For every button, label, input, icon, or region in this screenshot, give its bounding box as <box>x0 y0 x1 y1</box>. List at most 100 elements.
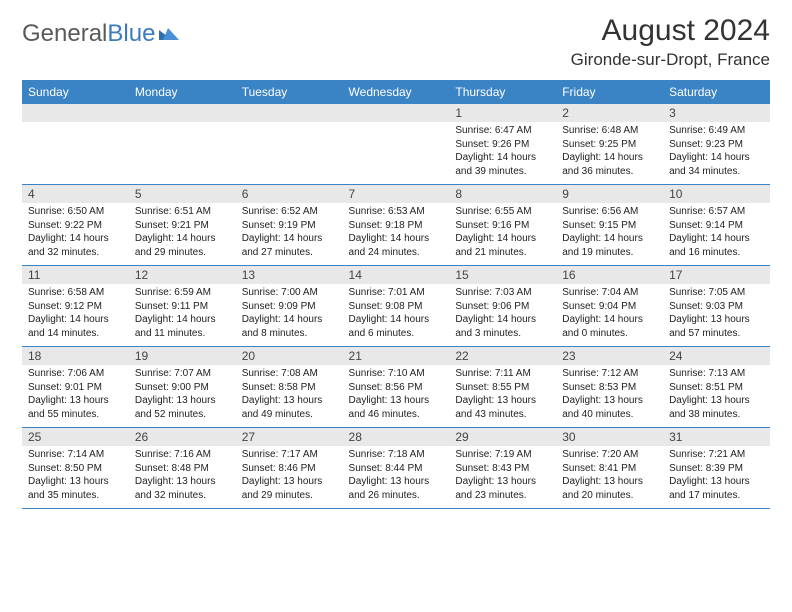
calendar-week-row: 18Sunrise: 7:06 AMSunset: 9:01 PMDayligh… <box>22 347 770 428</box>
day-content-line: Sunrise: 7:14 AM <box>28 448 123 462</box>
day-content: Sunrise: 7:18 AMSunset: 8:44 PMDaylight:… <box>343 446 450 508</box>
calendar-day-cell: 12Sunrise: 6:59 AMSunset: 9:11 PMDayligh… <box>129 266 236 347</box>
day-content-line: Sunrise: 7:10 AM <box>349 367 444 381</box>
calendar-day-cell: 25Sunrise: 7:14 AMSunset: 8:50 PMDayligh… <box>22 428 129 509</box>
brand-mark-icon <box>159 24 179 44</box>
day-number: 19 <box>129 347 236 365</box>
day-content-line: Sunset: 8:41 PM <box>562 462 657 476</box>
day-number: 26 <box>129 428 236 446</box>
calendar-day-cell: 5Sunrise: 6:51 AMSunset: 9:21 PMDaylight… <box>129 185 236 266</box>
day-content-line: Daylight: 13 hours and 40 minutes. <box>562 394 657 421</box>
day-content-line: Sunrise: 6:56 AM <box>562 205 657 219</box>
day-of-week-header: Tuesday <box>236 80 343 104</box>
day-content: Sunrise: 7:12 AMSunset: 8:53 PMDaylight:… <box>556 365 663 427</box>
calendar-day-cell: 10Sunrise: 6:57 AMSunset: 9:14 PMDayligh… <box>663 185 770 266</box>
day-content: Sunrise: 7:06 AMSunset: 9:01 PMDaylight:… <box>22 365 129 427</box>
brand-text: GeneralBlue <box>22 20 155 48</box>
calendar-day-cell: 7Sunrise: 6:53 AMSunset: 9:18 PMDaylight… <box>343 185 450 266</box>
day-content-line: Sunrise: 7:17 AM <box>242 448 337 462</box>
day-content-line: Sunrise: 6:48 AM <box>562 124 657 138</box>
day-number <box>22 104 129 122</box>
day-number: 9 <box>556 185 663 203</box>
calendar-day-cell: 13Sunrise: 7:00 AMSunset: 9:09 PMDayligh… <box>236 266 343 347</box>
brand-logo: GeneralBlue <box>22 20 179 48</box>
day-content-line: Sunset: 9:21 PM <box>135 219 230 233</box>
month-title: August 2024 <box>571 14 770 48</box>
day-content-line: Sunrise: 7:20 AM <box>562 448 657 462</box>
day-content-line: Sunset: 8:55 PM <box>455 381 550 395</box>
day-number: 3 <box>663 104 770 122</box>
day-content-line: Sunrise: 7:13 AM <box>669 367 764 381</box>
day-content-line: Sunrise: 7:18 AM <box>349 448 444 462</box>
day-content-line: Sunset: 9:08 PM <box>349 300 444 314</box>
day-number: 12 <box>129 266 236 284</box>
day-content-line: Daylight: 14 hours and 6 minutes. <box>349 313 444 340</box>
day-number: 10 <box>663 185 770 203</box>
day-content-line: Daylight: 13 hours and 57 minutes. <box>669 313 764 340</box>
calendar-day-cell: 15Sunrise: 7:03 AMSunset: 9:06 PMDayligh… <box>449 266 556 347</box>
calendar-day-cell <box>22 104 129 185</box>
day-content: Sunrise: 7:17 AMSunset: 8:46 PMDaylight:… <box>236 446 343 508</box>
day-content-line: Sunset: 9:03 PM <box>669 300 764 314</box>
header: GeneralBlue August 2024 Gironde-sur-Drop… <box>22 14 770 70</box>
day-content-line: Daylight: 14 hours and 3 minutes. <box>455 313 550 340</box>
day-content-line: Daylight: 14 hours and 27 minutes. <box>242 232 337 259</box>
day-of-week-header: Saturday <box>663 80 770 104</box>
day-content-line: Sunset: 9:19 PM <box>242 219 337 233</box>
day-content: Sunrise: 7:11 AMSunset: 8:55 PMDaylight:… <box>449 365 556 427</box>
day-content: Sunrise: 7:08 AMSunset: 8:58 PMDaylight:… <box>236 365 343 427</box>
calendar-day-cell: 30Sunrise: 7:20 AMSunset: 8:41 PMDayligh… <box>556 428 663 509</box>
brand-word-1: General <box>22 20 107 47</box>
day-content: Sunrise: 7:16 AMSunset: 8:48 PMDaylight:… <box>129 446 236 508</box>
day-number: 6 <box>236 185 343 203</box>
day-content-line: Sunset: 8:51 PM <box>669 381 764 395</box>
day-number: 8 <box>449 185 556 203</box>
day-content <box>129 122 236 180</box>
day-number: 16 <box>556 266 663 284</box>
day-content-line: Sunset: 8:53 PM <box>562 381 657 395</box>
day-content-line: Daylight: 13 hours and 52 minutes. <box>135 394 230 421</box>
day-content: Sunrise: 6:57 AMSunset: 9:14 PMDaylight:… <box>663 203 770 265</box>
day-content-line: Daylight: 14 hours and 0 minutes. <box>562 313 657 340</box>
day-content-line: Sunset: 8:39 PM <box>669 462 764 476</box>
day-content-line: Daylight: 14 hours and 11 minutes. <box>135 313 230 340</box>
day-content: Sunrise: 7:07 AMSunset: 9:00 PMDaylight:… <box>129 365 236 427</box>
day-content: Sunrise: 6:49 AMSunset: 9:23 PMDaylight:… <box>663 122 770 184</box>
calendar-day-cell: 3Sunrise: 6:49 AMSunset: 9:23 PMDaylight… <box>663 104 770 185</box>
day-content-line: Sunrise: 7:01 AM <box>349 286 444 300</box>
day-content-line: Sunset: 9:09 PM <box>242 300 337 314</box>
day-content: Sunrise: 6:51 AMSunset: 9:21 PMDaylight:… <box>129 203 236 265</box>
day-content-line: Daylight: 13 hours and 35 minutes. <box>28 475 123 502</box>
day-number: 20 <box>236 347 343 365</box>
day-content-line: Daylight: 14 hours and 32 minutes. <box>28 232 123 259</box>
day-content-line: Sunrise: 7:19 AM <box>455 448 550 462</box>
day-number: 13 <box>236 266 343 284</box>
day-content-line: Sunrise: 6:55 AM <box>455 205 550 219</box>
calendar-day-cell: 27Sunrise: 7:17 AMSunset: 8:46 PMDayligh… <box>236 428 343 509</box>
day-number: 22 <box>449 347 556 365</box>
calendar-day-cell <box>343 104 450 185</box>
day-content: Sunrise: 7:01 AMSunset: 9:08 PMDaylight:… <box>343 284 450 346</box>
calendar-day-cell: 1Sunrise: 6:47 AMSunset: 9:26 PMDaylight… <box>449 104 556 185</box>
calendar-day-cell: 24Sunrise: 7:13 AMSunset: 8:51 PMDayligh… <box>663 347 770 428</box>
day-content-line: Sunrise: 7:07 AM <box>135 367 230 381</box>
day-content-line: Sunset: 9:16 PM <box>455 219 550 233</box>
calendar-day-cell: 8Sunrise: 6:55 AMSunset: 9:16 PMDaylight… <box>449 185 556 266</box>
day-number: 5 <box>129 185 236 203</box>
day-content-line: Sunset: 9:04 PM <box>562 300 657 314</box>
day-content-line: Sunset: 8:58 PM <box>242 381 337 395</box>
day-content-line: Daylight: 13 hours and 17 minutes. <box>669 475 764 502</box>
day-content-line: Daylight: 14 hours and 16 minutes. <box>669 232 764 259</box>
day-content-line: Sunset: 8:44 PM <box>349 462 444 476</box>
day-number: 25 <box>22 428 129 446</box>
day-content-line: Sunrise: 6:52 AM <box>242 205 337 219</box>
calendar-day-cell: 2Sunrise: 6:48 AMSunset: 9:25 PMDaylight… <box>556 104 663 185</box>
day-content-line: Sunrise: 6:47 AM <box>455 124 550 138</box>
location-label: Gironde-sur-Dropt, France <box>571 50 770 70</box>
day-content: Sunrise: 6:50 AMSunset: 9:22 PMDaylight:… <box>22 203 129 265</box>
calendar-week-row: 4Sunrise: 6:50 AMSunset: 9:22 PMDaylight… <box>22 185 770 266</box>
calendar-day-cell <box>236 104 343 185</box>
day-number: 27 <box>236 428 343 446</box>
day-content: Sunrise: 7:04 AMSunset: 9:04 PMDaylight:… <box>556 284 663 346</box>
day-content-line: Sunrise: 6:49 AM <box>669 124 764 138</box>
